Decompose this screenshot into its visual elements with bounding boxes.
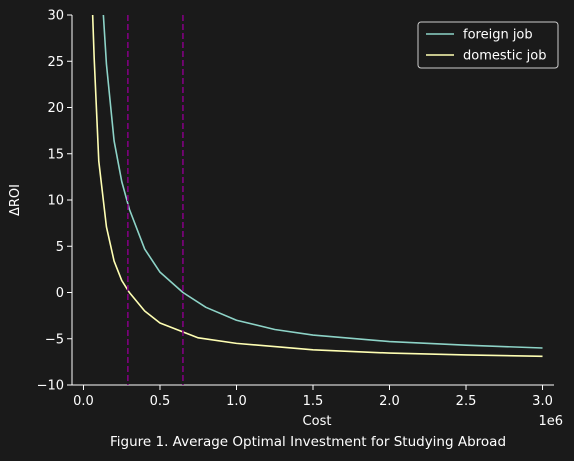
- series-line-foreign-job: [102, 15, 543, 349]
- x-tick-label: 1.0: [226, 394, 247, 409]
- x-tick-label: 2.0: [379, 394, 400, 409]
- chart: 0.0 0.5 1.0 1.5 2.0 2.5 3.0 −10−5051015202530 …: [8, 9, 563, 430]
- y-tick-label: 25: [47, 55, 64, 70]
- y-tick-label: 5: [56, 240, 64, 255]
- y-axis-label: ΔROI: [8, 184, 23, 216]
- y-tick-label: 20: [47, 101, 64, 116]
- legend-label: domestic job: [463, 49, 546, 64]
- legend-label: foreign job: [463, 28, 533, 43]
- x-tick-label: 3.0: [532, 394, 553, 409]
- series-line-domestic-job: [91, 15, 543, 358]
- x-tick-label: 0.5: [150, 394, 171, 409]
- y-tick-label: 30: [47, 9, 64, 24]
- legend: foreign job domestic job: [417, 21, 559, 69]
- y-tick-label: −10: [37, 379, 64, 394]
- y-tick-label: 15: [47, 147, 64, 162]
- y-tick-label: 10: [47, 194, 64, 209]
- y-tick-label: 0: [56, 286, 64, 301]
- x-axis-label: Cost: [303, 414, 332, 429]
- x-offset-label: 1e6: [538, 414, 563, 429]
- x-tick-label: 2.5: [456, 394, 477, 409]
- figure-caption: Figure 1. Average Optimal Investment for…: [109, 434, 507, 450]
- y-tick-label: −5: [45, 332, 64, 347]
- x-tick-label: 0.0: [73, 394, 94, 409]
- x-tick-label: 1.5: [303, 394, 324, 409]
